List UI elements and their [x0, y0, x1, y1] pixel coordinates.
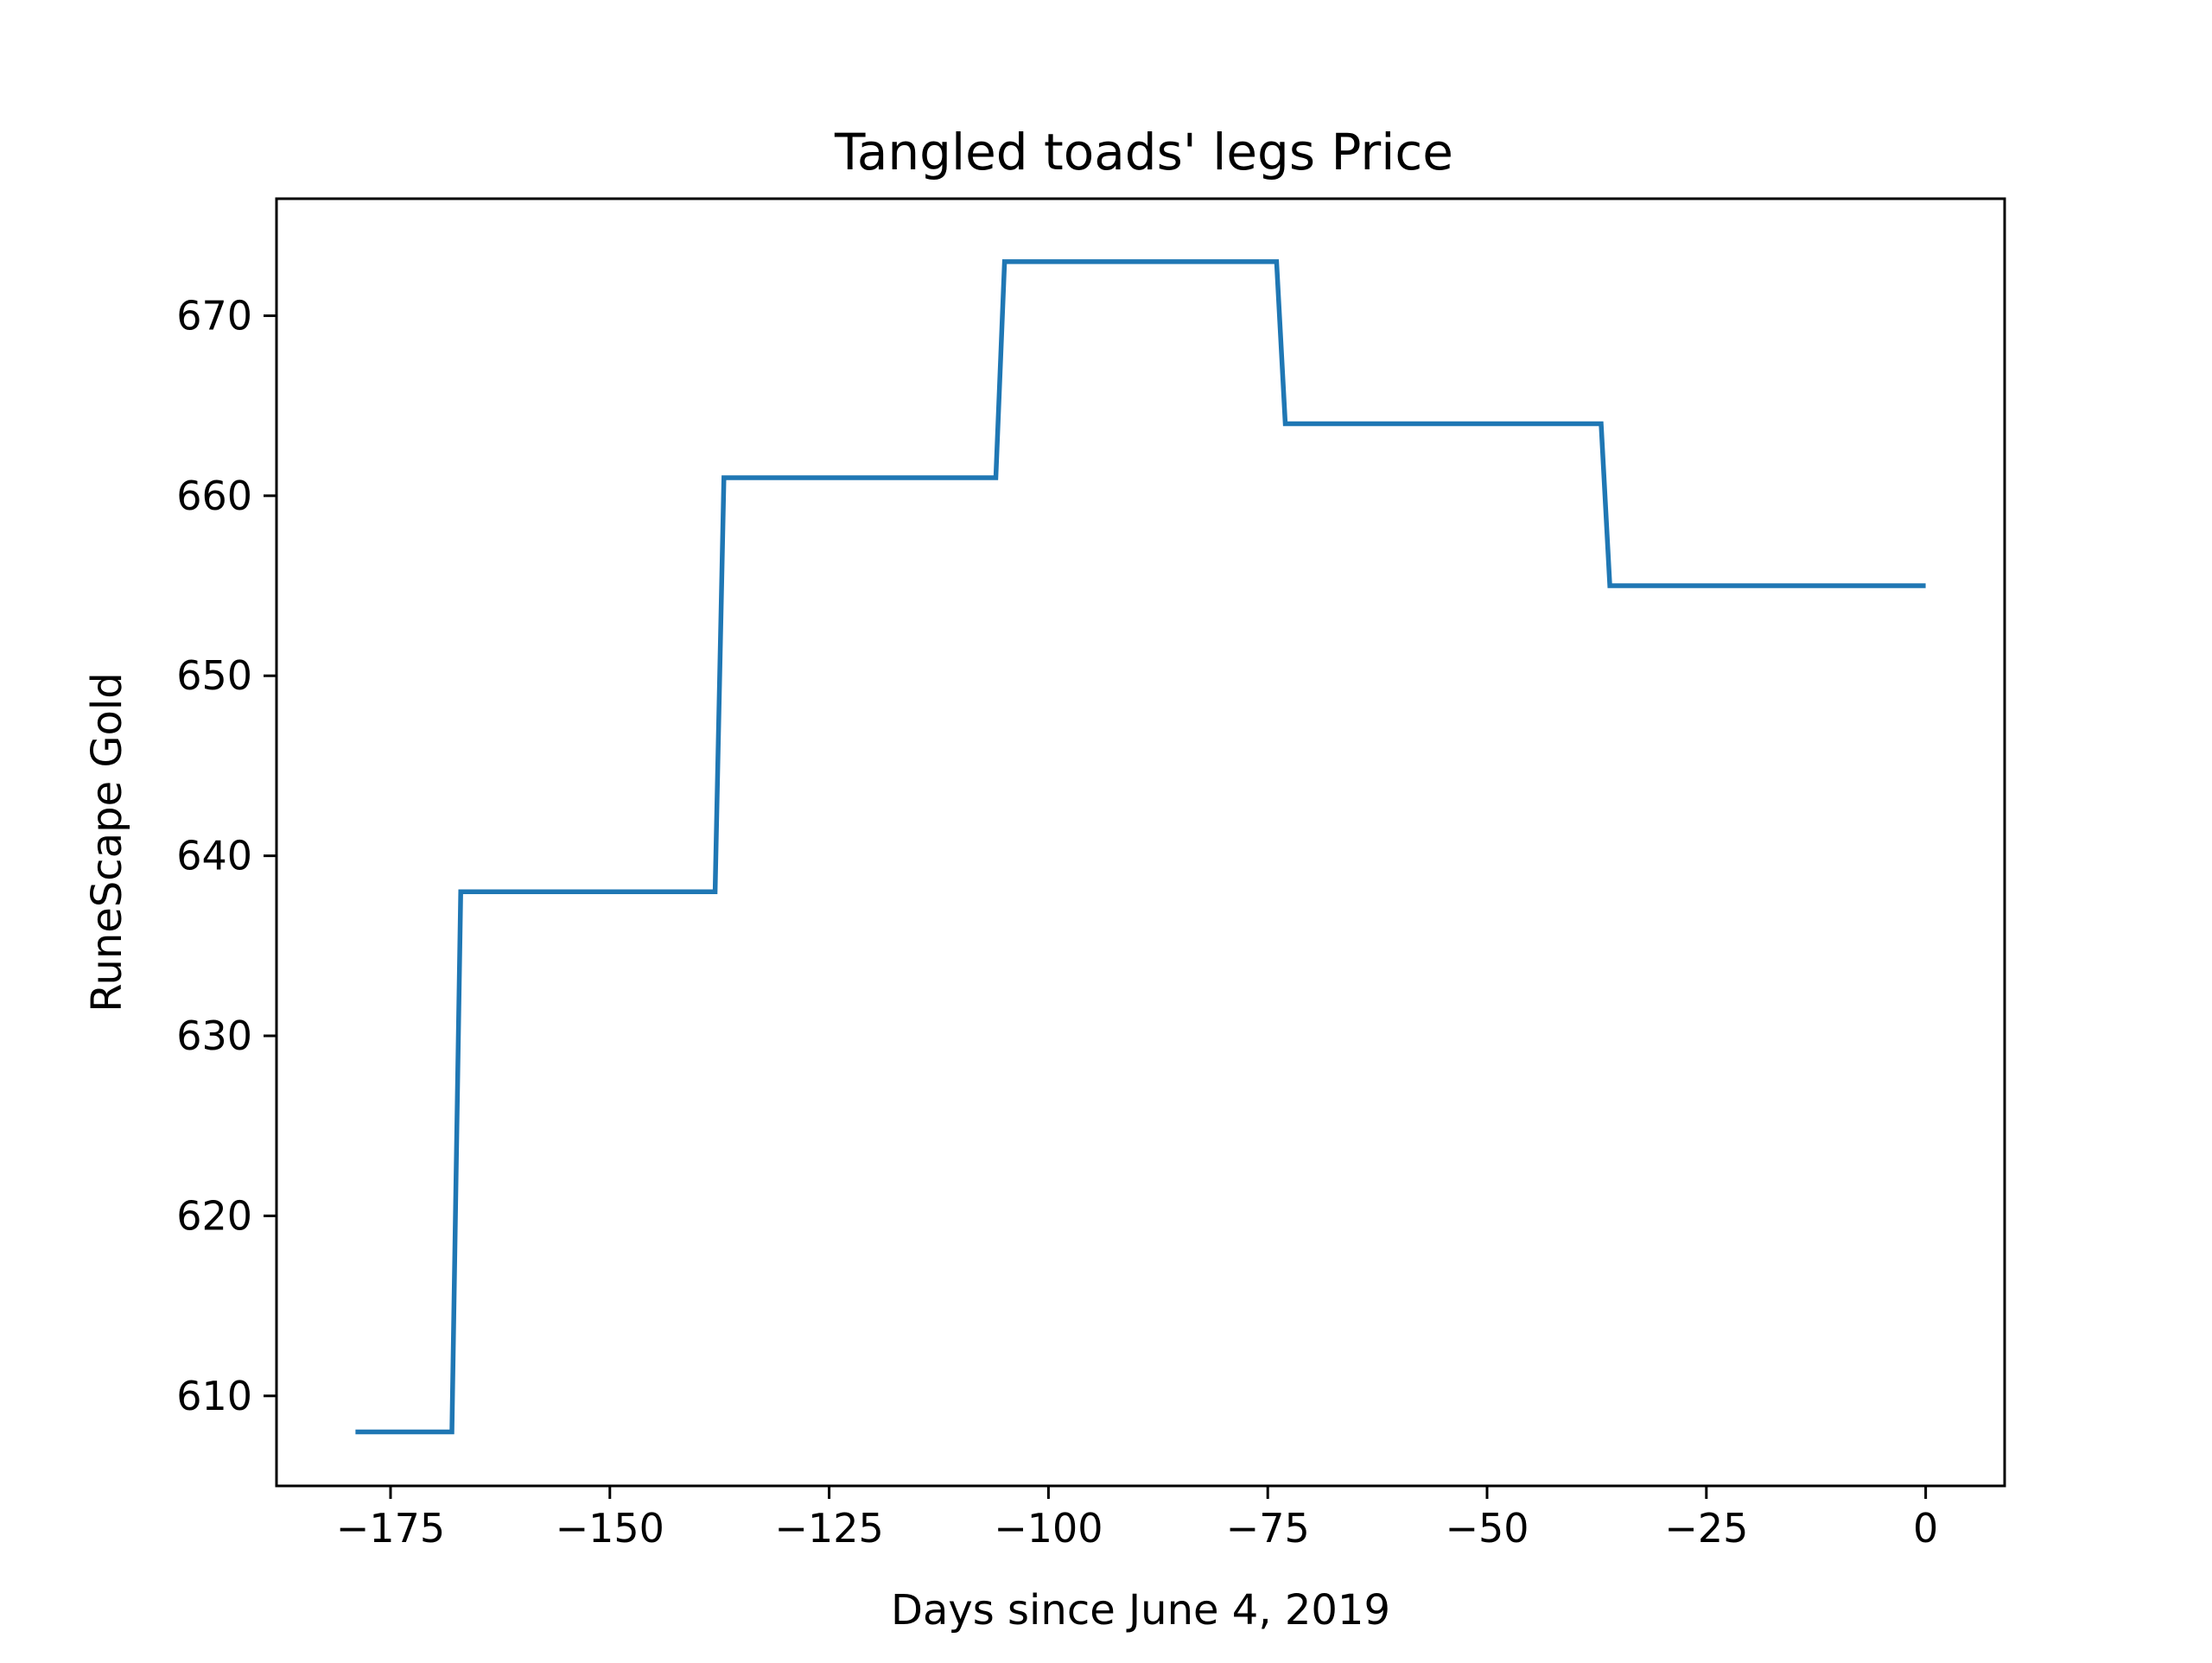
chart-title: Tangled toads' legs Price [834, 123, 1453, 181]
x-tick-label: −125 [774, 1505, 883, 1552]
y-tick-label: 610 [176, 1373, 252, 1419]
x-tick-label: −150 [556, 1505, 664, 1552]
x-axis: −175 −150 −125 −100 −75 −50 −25 0 [336, 1486, 1938, 1552]
x-tick-label: −100 [994, 1505, 1103, 1552]
y-axis: 610 620 630 640 650 660 670 [176, 292, 276, 1419]
y-tick-label: 650 [176, 652, 252, 699]
x-tick-label: −50 [1445, 1505, 1529, 1552]
x-tick-label: −175 [336, 1505, 445, 1552]
x-tick-label: 0 [1913, 1505, 1938, 1552]
y-tick-label: 620 [176, 1192, 252, 1239]
x-tick-label: −25 [1664, 1505, 1748, 1552]
y-tick-label: 640 [176, 833, 252, 879]
y-tick-label: 670 [176, 292, 252, 339]
plot-frame [275, 197, 2006, 1488]
x-tick-label: −75 [1226, 1505, 1310, 1552]
x-axis-label: Days since June 4, 2019 [891, 1586, 1390, 1634]
series-layer [355, 259, 1926, 1435]
price-series-line [355, 259, 1926, 1435]
y-tick-label: 630 [176, 1012, 252, 1059]
y-tick-label: 660 [176, 473, 252, 519]
y-axis-label: RuneScape Gold [83, 672, 131, 1012]
